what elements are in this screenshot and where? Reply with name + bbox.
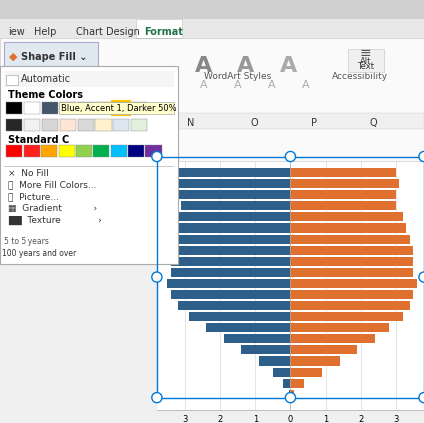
Bar [290,301,410,310]
Bar [290,168,396,177]
Bar [290,357,340,365]
Text: A: A [234,80,241,90]
Text: ▼: ▼ [21,84,25,89]
Text: ▲: ▲ [21,78,25,83]
Bar [178,168,290,177]
Bar [167,234,290,244]
Text: Q: Q [369,118,377,128]
Bar [171,268,290,277]
Text: ≡: ≡ [360,46,371,60]
Text: Format: Format [144,27,183,37]
Text: Theme Colors: Theme Colors [8,90,84,100]
Bar [290,290,413,299]
Bar [290,201,396,210]
Bar [241,345,290,354]
Bar [290,323,389,332]
Bar [290,246,413,255]
Text: Help: Help [34,27,56,37]
Text: J: J [3,118,6,128]
Bar [290,368,322,376]
Bar [290,234,410,244]
Bar [290,212,403,222]
Bar [171,223,290,233]
Bar [290,279,417,288]
Bar [174,179,290,188]
Text: A: A [237,55,254,76]
Bar [273,368,290,376]
Bar [290,179,399,188]
Bar [283,379,290,388]
Text: WordArt Styles: WordArt Styles [204,71,271,81]
Bar [178,190,290,199]
Text: A: A [280,55,297,76]
Text: ██  Texture             ›: ██ Texture › [8,216,102,225]
Text: Automatic: Automatic [21,74,71,84]
Bar [174,212,290,222]
Text: M: M [106,118,114,128]
Text: Standard C: Standard C [8,135,70,145]
Text: le Styles: le Styles [4,95,43,104]
Bar [167,246,290,255]
Text: ta!$D$2:$: ta!$D$2:$ [4,102,47,112]
Bar [290,379,304,388]
Text: 🎨  More Fill Colors...: 🎨 More Fill Colors... [8,180,97,190]
Bar [290,345,357,354]
Text: ◆: ◆ [8,52,17,62]
Bar [178,301,290,310]
Bar [189,312,290,321]
Text: 5 to 5 years: 5 to 5 years [4,236,49,246]
Bar [290,257,413,266]
Text: A: A [200,80,207,90]
Text: N: N [187,118,195,128]
Bar [290,390,294,399]
Text: Shape Fill ⌄: Shape Fill ⌄ [21,52,88,62]
Bar [290,223,407,233]
Text: Alt: Alt [360,57,371,66]
Text: 100 years and over: 100 years and over [2,249,76,258]
Text: iew: iew [8,27,25,37]
Bar [290,268,413,277]
Bar [181,201,290,210]
Bar [171,257,290,266]
Bar [167,279,290,288]
Text: A: A [195,55,212,76]
Bar [206,323,290,332]
Text: Text: Text [357,62,374,71]
Bar [223,334,290,343]
Bar [171,290,290,299]
Text: P: P [311,118,317,128]
Text: Accessibility: Accessibility [332,71,388,81]
Text: ▦  Gradient           ›: ▦ Gradient › [8,204,98,213]
Bar [290,334,375,343]
Bar [290,190,396,199]
Text: Chart Title: Chart Title [292,141,357,154]
Text: Blue, Accent 1, Darker 50%: Blue, Accent 1, Darker 50% [61,104,177,113]
Text: ×  No Fill: × No Fill [8,169,49,178]
Bar [289,390,290,399]
Text: Chart Design: Chart Design [76,27,140,37]
Text: A: A [268,80,275,90]
Bar [259,357,290,365]
Text: O: O [251,118,258,128]
Text: 🖼  Picture...: 🖼 Picture... [8,192,59,201]
Bar [290,312,403,321]
Text: abc: abc [2,82,22,92]
Text: A: A [301,80,309,90]
